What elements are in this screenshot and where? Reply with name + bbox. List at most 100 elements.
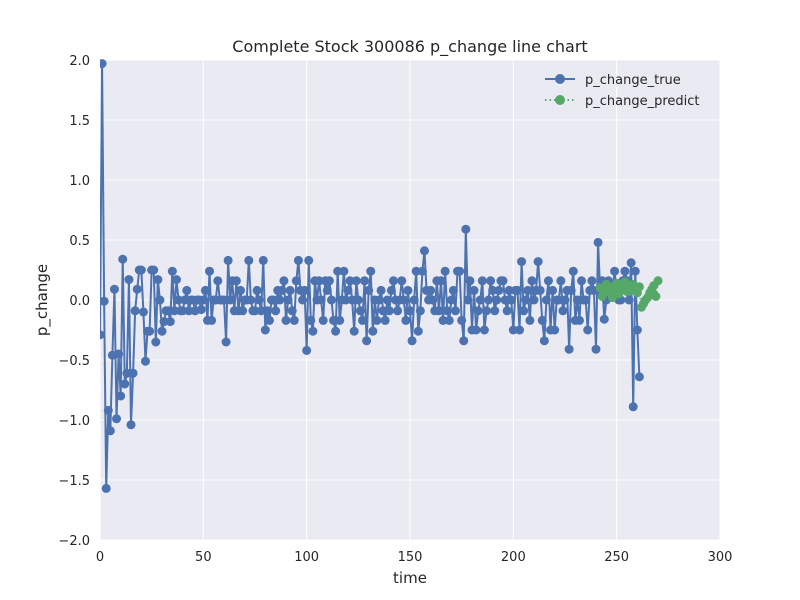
data-point-p-change-true [264,315,274,325]
data-point-p-change-true [574,315,584,325]
data-point-p-change-true [262,306,272,316]
legend-true-marker [555,74,565,84]
data-point-p-change-true [512,285,522,295]
y-tick-label: 1.0 [69,174,90,189]
data-point-p-change-true [525,315,535,325]
data-point-p-change-true [488,285,498,295]
data-point-p-change-true [130,306,140,316]
data-point-p-change-true [548,285,558,295]
data-point-p-change-true [444,315,454,325]
data-point-p-change-true [386,285,396,295]
data-point-p-change-true [374,295,384,305]
data-point-p-change-true [155,295,165,305]
data-point-p-change-true [397,276,407,286]
data-point-p-change-true [624,295,634,305]
data-point-p-change-true [236,285,246,295]
y-tick-label: −1.5 [58,474,90,489]
data-point-p-change-true [322,285,332,295]
data-point-p-change-true [120,379,130,389]
data-point-p-change-true [498,276,508,286]
data-point-p-change-true [165,317,175,327]
data-point-p-change-true [364,285,374,295]
x-tick-label: 200 [501,550,526,565]
data-point-p-change-true [293,255,303,265]
legend: p_change_true p_change_predict [545,73,700,109]
data-point-p-change-true [419,246,429,256]
x-axis-label: time [393,569,427,587]
data-point-p-change-true [591,344,601,354]
data-point-p-change-true [461,224,471,234]
data-point-p-change-true [324,276,334,286]
data-point-p-change-true [355,306,365,316]
data-point-p-change-true [105,426,115,436]
data-point-p-change-true [126,420,136,430]
series-layer [100,59,663,493]
data-point-p-change-true [157,326,167,336]
data-point-p-change-true [256,306,266,316]
data-point-p-change-true [136,265,146,275]
data-point-p-change-true [100,296,109,306]
data-point-p-change-true [103,405,113,415]
data-point-p-change-true [128,368,138,378]
data-point-p-change-true [599,314,609,324]
data-point-p-change-true [481,306,491,316]
data-point-p-change-true [101,483,111,493]
data-point-p-change-true [527,276,537,286]
data-point-p-change-true [593,237,603,247]
data-point-p-change-true [541,295,551,305]
data-point-p-change-true [308,326,318,336]
data-point-p-change-true [124,275,134,285]
data-point-p-change-true [502,306,512,316]
data-point-p-change-true [543,276,553,286]
data-point-p-change-true [436,276,446,286]
data-point-p-change-true [413,326,423,336]
x-tick-labels: 0 50 100 150 200 250 300 [96,550,733,565]
data-point-p-change-predict [651,291,661,301]
data-point-p-change-true [205,266,215,276]
data-point-p-change-true [399,295,409,305]
data-point-p-change-true [535,285,545,295]
data-point-p-change-true [442,306,452,316]
data-point-p-change-true [610,266,620,276]
y-tick-label: 2.0 [69,54,90,69]
data-point-p-change-true [316,295,326,305]
data-point-p-change-true [378,306,388,316]
data-point-p-change-true [632,325,642,335]
data-point-p-change-true [403,285,413,295]
data-point-p-change-true [465,276,475,286]
data-point-p-change-true [500,295,510,305]
data-point-p-change-true [459,336,469,346]
data-point-p-change-true [174,295,184,305]
series-group [100,59,663,493]
data-point-p-change-true [463,295,473,305]
data-point-p-change-true [277,285,287,295]
data-point-p-change-true [112,414,122,424]
data-point-p-change-true [145,326,155,336]
data-point-p-change-true [200,285,210,295]
data-point-p-change-true [238,306,248,316]
data-point-p-change-true [382,295,392,305]
data-point-p-change-true [140,356,150,366]
x-tick-label: 250 [604,550,629,565]
data-point-p-change-true [153,275,163,285]
data-point-p-change-true [440,266,450,276]
data-point-p-change-true [469,285,479,295]
x-tick-label: 300 [708,550,733,565]
y-tick-label: −0.5 [58,354,90,369]
data-point-p-change-true [304,255,314,265]
data-point-p-change-true [388,276,398,286]
data-point-p-change-true [118,254,128,264]
series-line-p-change-true [100,63,641,489]
data-point-p-change-true [223,255,233,265]
data-point-p-change-true [221,337,231,347]
data-point-p-change-true [405,306,415,316]
data-point-p-change-true [167,266,177,276]
data-point-p-change-true [271,306,281,316]
data-point-p-change-true [515,325,525,335]
data-point-p-change-true [149,265,159,275]
data-point-p-change-true [366,266,376,276]
data-point-p-change-true [184,306,194,316]
data-point-p-change-true [132,284,142,294]
y-tick-label: −1.0 [58,414,90,429]
